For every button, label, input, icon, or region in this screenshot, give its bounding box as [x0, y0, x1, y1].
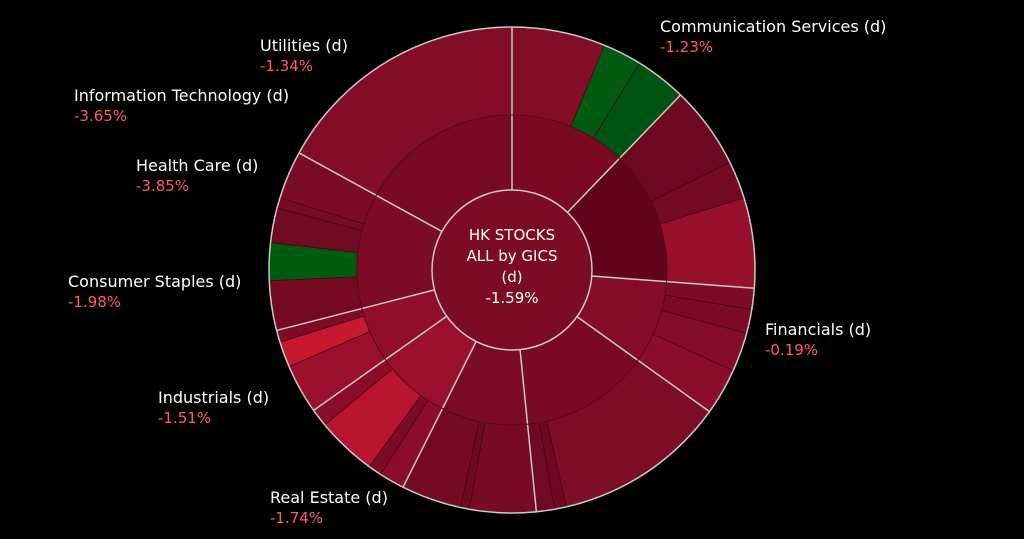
sector-divider — [566, 94, 682, 213]
sector-divider — [313, 315, 448, 411]
outer-rim — [268, 26, 756, 514]
sector-label-name: Information Technology (d) — [74, 86, 289, 105]
inner-ring — [356, 114, 668, 426]
sector-label-change: -3.85% — [136, 177, 189, 195]
center-title-line-3: (d) — [501, 268, 522, 286]
sector-divider — [591, 275, 755, 290]
sector-label-name: Financials (d) — [765, 320, 871, 339]
center-label: HK STOCKS ALL by GICS (d) -1.59% — [467, 226, 558, 307]
sector-divider — [298, 152, 443, 233]
sector-label-name: Communication Services (d) — [660, 17, 886, 36]
sector-label-name: Industrials (d) — [158, 388, 269, 407]
sector-label-name: Consumer Staples (d) — [68, 272, 241, 291]
sector-label-change: -1.34% — [260, 57, 313, 75]
sector-label-change: -3.65% — [74, 107, 127, 125]
sector-label-name: Health Care (d) — [136, 156, 258, 175]
sector-label-change: -1.51% — [158, 409, 211, 427]
center-title-line-2: ALL by GICS — [467, 247, 558, 265]
ring-boundary — [356, 114, 668, 426]
sector-divider — [276, 289, 435, 332]
center-hole — [431, 189, 593, 351]
sector-label-change: -1.23% — [660, 38, 713, 56]
sector-label-name: Real Estate (d) — [270, 488, 388, 507]
sector-dividers — [276, 27, 755, 512]
sector-labels: Communication Services (d) -1.23% Financia… — [68, 17, 886, 527]
center-change-value: -1.59% — [485, 289, 538, 307]
sector-label-change: -1.74% — [270, 509, 323, 527]
sector-label-change: -0.19% — [765, 341, 818, 359]
center-title-line-1: HK STOCKS — [469, 226, 555, 244]
sector-divider — [576, 316, 710, 413]
sector-label-name: Utilities (d) — [260, 36, 348, 55]
sector-label-change: -1.98% — [68, 293, 121, 311]
sector-divider — [519, 349, 538, 512]
sector-divider — [402, 341, 477, 488]
